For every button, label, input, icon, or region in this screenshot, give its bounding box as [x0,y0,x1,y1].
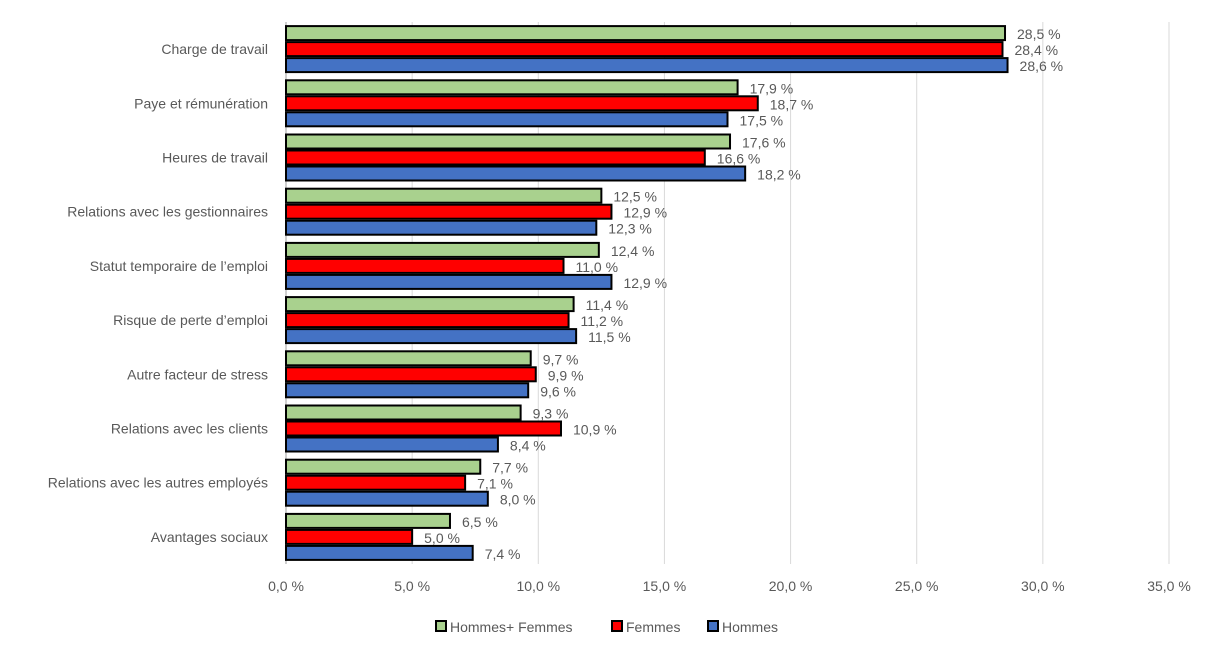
data-label: 11,0 % [576,259,619,275]
bar [285,203,613,220]
category-label: Risque de perte d’emploi [113,312,268,328]
bar [285,79,739,96]
data-label: 7,4 % [485,546,521,562]
bar [285,111,729,128]
legend-label: Hommes [722,619,778,635]
data-label: 28,6 % [1020,58,1064,74]
bar [285,528,414,545]
bar [285,219,598,236]
category-label: Heures de travail [162,150,268,166]
x-tick-label: 15,0 % [643,578,687,594]
legend-swatch [611,620,623,632]
bar [285,41,1004,58]
category-label: Charge de travail [161,41,268,57]
x-tick-label: 20,0 % [769,578,813,594]
data-label: 11,2 % [581,313,624,329]
data-label: 7,7 % [492,460,528,476]
data-label: 6,5 % [462,514,498,530]
x-tick-label: 5,0 % [394,578,430,594]
category-label: Autre facteur de stress [127,366,268,382]
data-label: 9,6 % [540,383,576,399]
bar [285,328,578,345]
bar [285,404,522,421]
data-label: 28,4 % [1014,42,1058,58]
data-label: 9,3 % [533,406,569,422]
data-label: 12,3 % [608,221,652,237]
data-label: 8,0 % [500,492,536,508]
category-label: Statut temporaire de l’emploi [90,258,268,274]
data-label: 12,9 % [623,205,667,221]
bar [285,420,562,437]
data-label: 5,0 % [424,530,460,546]
bar [285,350,532,367]
x-tick-label: 25,0 % [895,578,939,594]
legend-swatch [435,620,447,632]
data-label: 17,6 % [742,135,786,151]
bar [285,474,467,491]
data-label: 18,2 % [757,167,801,183]
category-label: Relations avec les clients [111,421,268,437]
legend-swatch [707,620,719,632]
bar [285,312,570,329]
data-label: 17,9 % [750,80,794,96]
data-label: 12,5 % [613,189,657,205]
data-label: 9,9 % [548,367,584,383]
data-label: 16,6 % [717,151,761,167]
data-label: 10,9 % [573,422,617,438]
legend-label: Femmes [626,619,680,635]
bar [285,512,451,529]
data-label: 9,7 % [543,351,579,367]
category-label: Paye et rémunération [134,95,268,111]
data-label: 8,4 % [510,438,546,454]
data-label: 7,1 % [477,476,513,492]
data-label: 11,5 % [588,329,631,345]
data-label: 11,4 % [586,297,629,313]
bar [285,165,747,182]
bar [285,95,759,112]
bar [285,436,499,453]
bar [285,544,474,561]
bar [285,149,706,166]
data-label: 12,9 % [623,275,667,291]
category-label: Relations avec les autres employés [48,475,268,491]
x-tick-label: 30,0 % [1021,578,1065,594]
bar [285,296,575,313]
bar [285,241,600,258]
bar [285,458,482,475]
data-label: 18,7 % [770,96,814,112]
x-tick-label: 0,0 % [268,578,304,594]
data-label: 12,4 % [611,243,655,259]
bar [285,187,603,204]
category-label: Relations avec les gestionnaires [67,204,268,220]
bar [285,273,613,290]
bar [285,257,565,274]
data-label: 17,5 % [740,112,784,128]
bar [285,382,530,399]
bar [285,57,1009,74]
bar [285,133,732,150]
legend-label: Hommes+ Femmes [450,619,573,635]
bar [285,366,537,383]
bar [285,25,1007,42]
x-tick-label: 35,0 % [1147,578,1191,594]
category-label: Avantages sociaux [151,529,268,545]
data-label: 28,5 % [1017,26,1061,42]
x-tick-label: 10,0 % [516,578,560,594]
bar [285,490,489,507]
